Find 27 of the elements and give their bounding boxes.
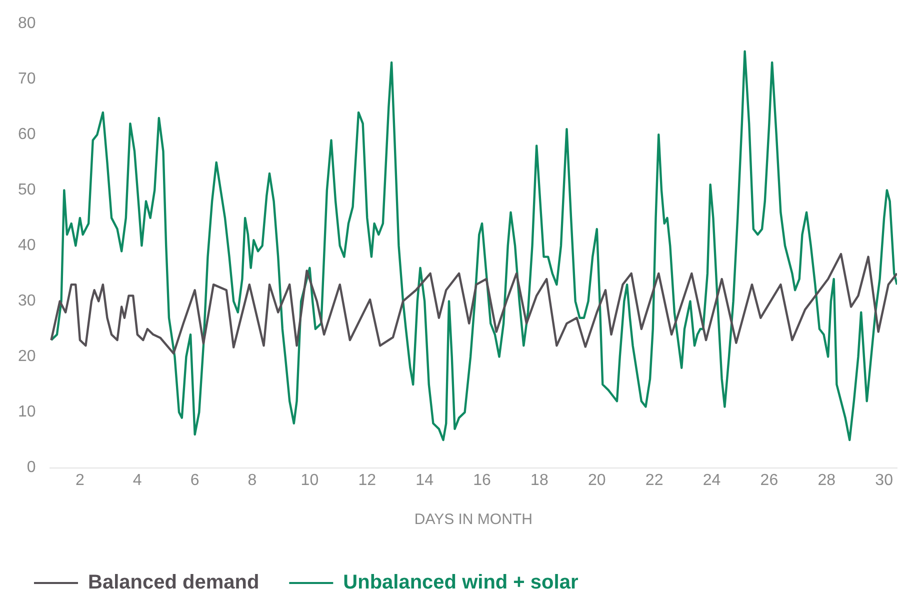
x-tick-label: 28 [818,472,836,489]
x-tick-label: 14 [416,472,434,489]
y-tick-label: 20 [18,348,36,366]
y-tick-label: 10 [18,404,36,421]
x-tick-label: 20 [588,472,606,489]
x-tick-label: 24 [702,472,721,489]
x-tick-label: 30 [875,472,894,489]
x-tick-label: 22 [645,472,664,489]
x-tick-label: 10 [300,472,319,489]
legend-label: Balanced demand [88,572,260,594]
x-tick-label: 26 [760,472,778,489]
x-tick-label: 4 [132,472,142,489]
y-tick-label: 50 [18,182,36,199]
x-tick-label: 16 [473,472,492,489]
y-tick-label: 30 [18,292,36,310]
y-tick-label: 60 [18,126,36,144]
y-tick-label: 80 [18,15,36,32]
x-tick-label: 2 [76,472,84,489]
x-tick-label: 12 [358,472,376,489]
x-tick-label: 18 [530,472,548,489]
legend-label: Unbalanced wind + solar [343,572,578,594]
x-axis-title: DAYS IN MONTH [414,511,532,528]
y-tick-label: 70 [18,70,36,88]
y-tick-label: 0 [26,459,36,476]
x-tick-label: 8 [248,472,257,489]
y-tick-label: 40 [18,237,36,254]
x-tick-label: 6 [190,472,200,489]
